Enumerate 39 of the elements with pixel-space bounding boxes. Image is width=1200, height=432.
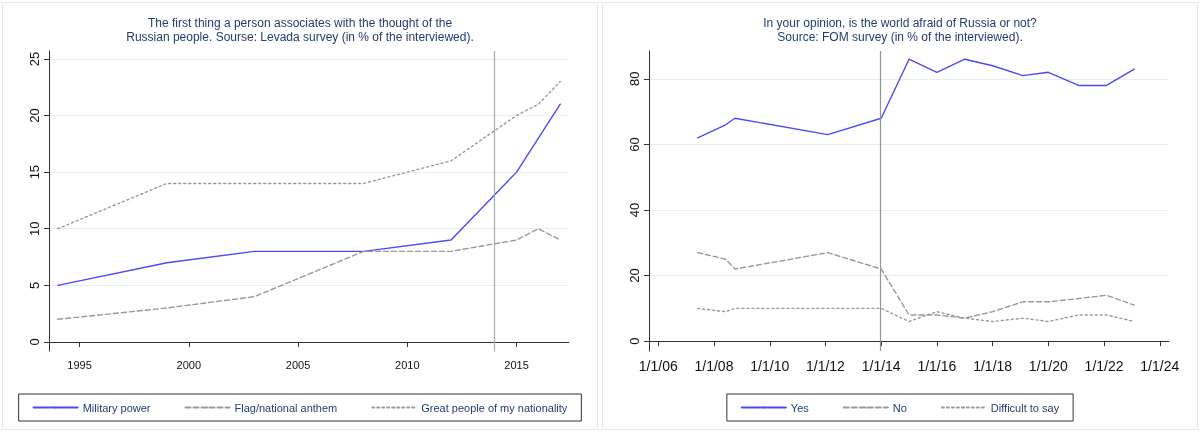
legend-label: Military power [82, 401, 151, 414]
x-tick-label: 2005 [285, 358, 311, 371]
line-series [696, 58, 1135, 139]
y-tick-label: 10 [27, 221, 42, 236]
legend-label: Great people of my nationality [421, 401, 568, 414]
legend-label: Yes [790, 401, 810, 414]
line-series [57, 80, 561, 230]
x-tick-label: 1995 [67, 358, 92, 371]
y-tick-label: 5 [27, 281, 42, 289]
legend-label: Flag/national anthem [234, 401, 338, 414]
line-series [696, 251, 1135, 319]
x-tick-label: 1/1/20 [1028, 358, 1068, 374]
x-tick-label: 2000 [176, 358, 202, 371]
line-series [57, 228, 561, 320]
x-tick-label: 1/1/22 [1084, 358, 1124, 374]
y-tick-label: 20 [27, 108, 42, 123]
x-tick-label: 1/1/14 [861, 358, 901, 374]
y-tick-label: 60 [627, 137, 642, 152]
y-tick-label: 40 [627, 202, 642, 218]
x-tick-label: 1/1/16 [917, 358, 957, 374]
legend-label: Difficult to say [990, 401, 1060, 414]
x-tick-label: 1/1/10 [750, 358, 790, 374]
y-tick-label: 80 [627, 71, 642, 87]
x-tick-label: 1/1/12 [805, 358, 846, 374]
x-tick-label: 1/1/08 [694, 358, 734, 374]
line-series [57, 103, 561, 287]
legend-label: No [892, 401, 907, 414]
y-tick-label: 25 [27, 51, 42, 67]
x-tick-label: 1/1/24 [1140, 358, 1180, 374]
x-tick-label: 1/1/18 [973, 358, 1013, 374]
chart-title: The first thing a person associates with the thought of the Russian people. Sourse: Levada survey (in % of the interviewed). [126, 16, 474, 44]
x-tick-label: 1/1/06 [638, 358, 678, 374]
y-tick-label: 15 [27, 164, 42, 180]
y-tick-label: 0 [627, 337, 642, 345]
y-tick-label: 0 [27, 338, 42, 346]
x-tick-label: 2010 [395, 358, 420, 371]
x-tick-label: 2015 [504, 358, 529, 371]
chart-title: In your opinion, is the world afraid of Russia or not? Source: FOM survey (in % of the interviewed). [763, 16, 1038, 44]
y-tick-label: 20 [627, 268, 642, 283]
